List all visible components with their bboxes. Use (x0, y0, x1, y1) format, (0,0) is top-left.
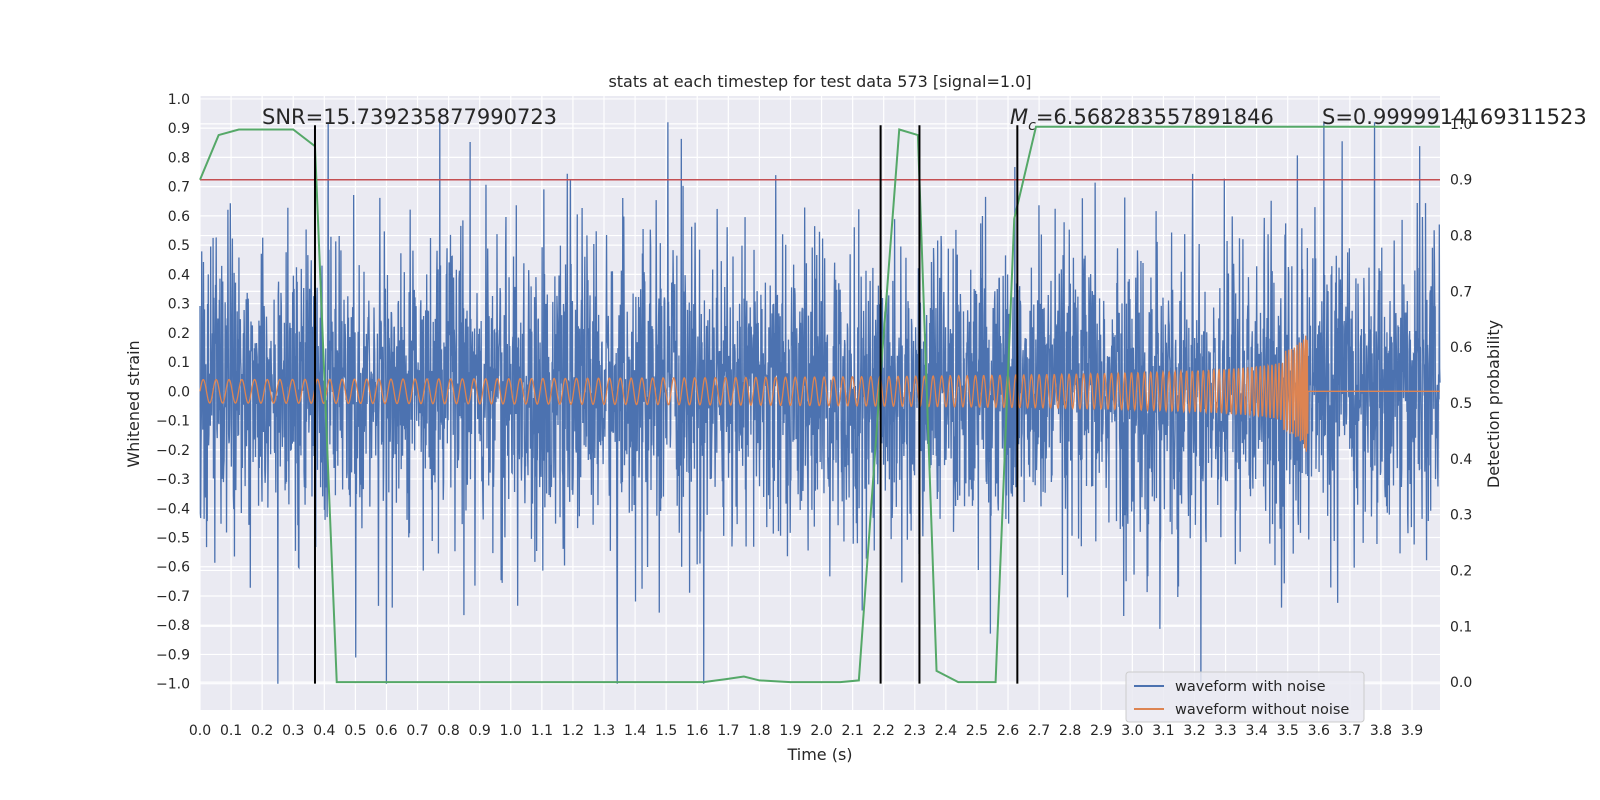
y-tick-label: 0.6 (168, 209, 190, 225)
x-tick-label: 1.7 (717, 723, 739, 739)
x-tick-label: 3.7 (1339, 723, 1361, 739)
series-clean-waveform (199, 335, 1440, 452)
y2-tick-label: 0.6 (1450, 340, 1472, 356)
y-tick-label: 0.1 (168, 355, 190, 371)
y2-axis-label: Detection probability (1484, 320, 1503, 488)
x-tick-label: 2.6 (997, 723, 1019, 739)
y-tick-label: −0.8 (156, 618, 190, 634)
x-tick-label: 3.5 (1277, 723, 1299, 739)
x-tick-label: 1.2 (562, 723, 584, 739)
y2-tick-labels: 1.0 0.9 0.8 0.7 0.6 0.5 0.4 0.3 0.2 0.1 0.0 (1450, 117, 1472, 691)
x-tick-label: 3.8 (1370, 723, 1392, 739)
series-noisy-waveform (199, 122, 1441, 684)
x-tick-label: 0.6 (375, 723, 397, 739)
y-tick-label: −0.5 (156, 530, 190, 546)
y2-tick-label: 1.0 (1450, 117, 1472, 133)
y-tick-label: −1.0 (156, 677, 190, 693)
x-tick-label: 1.4 (624, 723, 646, 739)
y-tick-label: 0.8 (168, 150, 190, 166)
x-tick-label: 1.3 (593, 723, 615, 739)
x-tick-label: 1.1 (531, 723, 553, 739)
y-tick-label: 0.0 (168, 384, 190, 400)
snr-annotation: SNR=15.739235877990723 (262, 105, 557, 129)
y-tick-label: −0.6 (156, 560, 190, 576)
y2-tick-label: 0.3 (1450, 508, 1472, 524)
x-tick-label: 2.4 (935, 723, 957, 739)
x-axis-label: Time (s) (786, 745, 852, 764)
x-tick-label: 2.7 (1028, 723, 1050, 739)
x-tick-label: 1.8 (748, 723, 770, 739)
x-tick-labels: 0.0 0.1 0.2 0.3 0.4 0.5 0.6 0.7 0.8 0.9 1.0 1.1 1.2 1… (189, 723, 1423, 739)
x-tick-label: 3.6 (1308, 723, 1330, 739)
chirp-mass-annotation: Mc=6.568283557891846 (1010, 105, 1274, 134)
x-tick-label: 2.9 (1090, 723, 1112, 739)
y-tick-labels: 1.0 0.9 0.8 0.7 0.6 0.5 0.4 0.3 0.2 0.1 0.0 −0.1 −0.… (156, 92, 190, 693)
y-tick-label: −0.7 (156, 589, 190, 605)
x-tick-label: 2.1 (841, 723, 863, 739)
y-tick-label: −0.1 (156, 414, 190, 430)
y2-tick-label: 0.7 (1450, 284, 1472, 300)
x-tick-label: 0.1 (220, 723, 242, 739)
y-tick-label: −0.9 (156, 647, 190, 663)
x-tick-label: 2.3 (904, 723, 926, 739)
legend-label-clean: waveform without noise (1175, 702, 1349, 718)
chart-title: stats at each timestep for test data 573… (608, 72, 1031, 91)
y2-tick-label: 0.2 (1450, 563, 1472, 579)
y-tick-label: 0.3 (168, 297, 190, 313)
y2-tick-label: 0.0 (1450, 675, 1472, 691)
y-tick-label: 0.4 (168, 267, 190, 283)
x-tick-label: 3.9 (1401, 723, 1423, 739)
x-tick-label: 2.2 (873, 723, 895, 739)
x-tick-label: 0.0 (189, 723, 211, 739)
y2-tick-label: 0.5 (1450, 396, 1472, 412)
x-tick-label: 0.8 (437, 723, 459, 739)
chirp-mass-value: =6.568283557891846 (1036, 105, 1274, 129)
legend-label-noise: waveform with noise (1175, 679, 1326, 695)
y2-tick-label: 0.9 (1450, 173, 1472, 189)
y2-tick-label: 0.4 (1450, 452, 1472, 468)
x-tick-label: 3.4 (1246, 723, 1268, 739)
x-tick-label: 1.9 (779, 723, 801, 739)
y-tick-label: 0.9 (168, 121, 190, 137)
series-layer (199, 122, 1441, 684)
y-tick-label: 0.7 (168, 180, 190, 196)
x-tick-label: 0.7 (406, 723, 428, 739)
y2-tick-label: 0.1 (1450, 619, 1472, 635)
x-tick-label: 3.1 (1152, 723, 1174, 739)
chirp-mass-subscript: c (1028, 118, 1036, 134)
x-tick-label: 0.9 (469, 723, 491, 739)
y-tick-label: −0.2 (156, 443, 190, 459)
y-tick-label: 0.2 (168, 326, 190, 342)
x-tick-label: 3.2 (1183, 723, 1205, 739)
legend: waveform with noise waveform without noi… (1125, 671, 1365, 723)
legend-box (1125, 671, 1365, 723)
y-tick-label: −0.3 (156, 472, 190, 488)
series-detection-probability (199, 125, 1440, 684)
x-tick-label: 0.5 (344, 723, 366, 739)
x-tick-label: 2.5 (966, 723, 988, 739)
y2-tick-label: 0.8 (1450, 229, 1472, 245)
y-tick-label: 1.0 (168, 92, 190, 108)
x-tick-label: 0.3 (282, 723, 304, 739)
x-tick-label: 1.6 (686, 723, 708, 739)
x-tick-label: 0.4 (313, 723, 335, 739)
x-tick-label: 1.5 (655, 723, 677, 739)
y-tick-label: −0.4 (156, 501, 190, 517)
y-axis-label: Whitened strain (124, 340, 143, 467)
x-tick-label: 3.0 (1121, 723, 1143, 739)
x-tick-label: 2.8 (1059, 723, 1081, 739)
chirp-mass-symbol: M (1010, 105, 1028, 129)
x-tick-label: 1.0 (500, 723, 522, 739)
x-tick-label: 0.2 (251, 723, 273, 739)
x-tick-label: 3.3 (1214, 723, 1236, 739)
x-tick-label: 2.0 (810, 723, 832, 739)
y-tick-label: 0.5 (168, 238, 190, 254)
score-annotation: S=0.9999914169311523 (1322, 105, 1587, 129)
